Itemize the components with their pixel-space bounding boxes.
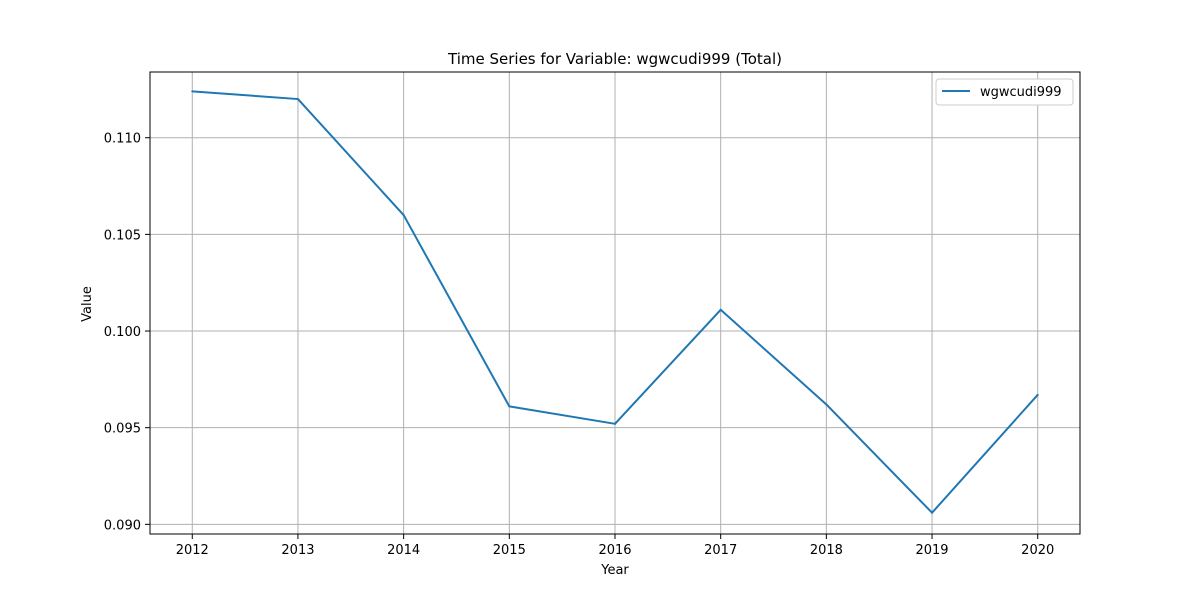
x-axis: 2012 2013 2014 2015 2016 2017 2018 2019 2020 [176, 534, 1054, 558]
data-point [825, 403, 828, 406]
y-tick-label: 0.100 [104, 325, 141, 340]
x-tick-label: 2017 [704, 543, 737, 558]
x-tick-label: 2018 [810, 543, 843, 558]
y-tick-label: 0.095 [104, 422, 141, 437]
data-point [1036, 393, 1039, 396]
x-tick-label: 2013 [281, 543, 314, 558]
legend-box [935, 78, 1074, 106]
data-point [402, 214, 405, 217]
data-point [296, 98, 299, 101]
series-layer [191, 90, 1039, 514]
grid-lines [150, 72, 1080, 534]
data-point [931, 511, 934, 514]
y-axis: 0.090 0.095 0.100 0.105 0.110 [104, 132, 150, 533]
x-tick-label: 2016 [598, 543, 631, 558]
y-axis-label: Value [80, 286, 95, 322]
x-tick-label: 2012 [176, 543, 209, 558]
legend: wgwcudi999 [935, 78, 1074, 106]
legend-label: wgwcudi999 [980, 85, 1062, 100]
x-tick-label: 2014 [387, 543, 420, 558]
y-tick-label: 0.110 [104, 132, 141, 147]
x-axis-label: Year [600, 563, 629, 578]
chart-title: Time Series for Variable: wgwcudi999 (To… [447, 50, 782, 68]
x-tick-label: 2015 [493, 543, 526, 558]
x-tick-label: 2019 [915, 543, 948, 558]
data-point [719, 308, 722, 311]
y-tick-label: 0.105 [104, 228, 141, 243]
y-tick-label: 0.090 [104, 518, 141, 533]
data-point [508, 405, 511, 408]
data-point [191, 90, 194, 93]
data-point [614, 422, 616, 425]
x-tick-label: 2020 [1021, 543, 1054, 558]
